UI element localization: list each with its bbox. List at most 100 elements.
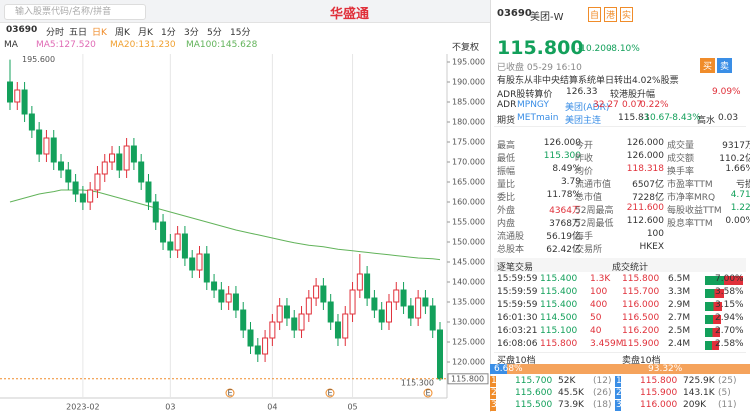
- stat-label: 委比: [497, 193, 516, 203]
- quote-status: 已收盘 05-29 16:10: [497, 63, 582, 73]
- stock-code: 03690: [6, 25, 38, 35]
- stat-label: 振幅: [497, 167, 516, 177]
- candle-body: [276, 305, 283, 323]
- stat-pct: 2.94%: [715, 313, 744, 323]
- candle-body: [422, 297, 429, 307]
- trade-button[interactable]: 买: [700, 58, 716, 73]
- event-label: E: [227, 389, 232, 398]
- badge[interactable]: 港: [604, 7, 618, 22]
- candle-body: [254, 345, 261, 355]
- candle-body: [130, 145, 137, 163]
- event-marker: [325, 388, 335, 398]
- period-tab[interactable]: 15分: [230, 28, 251, 38]
- candle-body: [437, 329, 443, 380]
- stat-pct: 7.00%: [715, 274, 744, 284]
- candle-body: [87, 189, 94, 203]
- period-tab[interactable]: 周K: [115, 28, 130, 38]
- candle-body: [327, 301, 334, 323]
- candle-body: [407, 305, 414, 319]
- period-tab[interactable]: 3分: [184, 28, 199, 38]
- quote-name: 美团-W: [530, 12, 564, 23]
- candle-body: [247, 329, 254, 347]
- adr-field: 高水: [697, 116, 716, 126]
- trade-button[interactable]: 卖: [717, 58, 733, 73]
- candle-body: [378, 309, 385, 323]
- adr-field: -8.43%: [669, 113, 701, 123]
- order-price: 115.800: [640, 376, 678, 386]
- stat-price: 116.000: [622, 300, 660, 310]
- period-tab[interactable]: 月K: [138, 28, 153, 38]
- candle-body: [211, 281, 218, 291]
- notice: 有股东从非中央结算系统单日转出4.02%股票: [497, 76, 679, 86]
- level: 3: [491, 400, 497, 410]
- stat-label: 外盘: [497, 206, 516, 216]
- logo: 华盛通: [330, 7, 370, 22]
- order-price: 115.900: [640, 388, 678, 398]
- candle-body: [393, 289, 400, 303]
- trade-volume: 50: [590, 313, 602, 323]
- trade-volume: 400: [590, 300, 608, 310]
- stat-label: 总股本: [497, 245, 525, 255]
- stat-label: 每手: [575, 232, 594, 242]
- period-tab[interactable]: 分时: [46, 28, 65, 38]
- badge[interactable]: 自: [588, 7, 602, 22]
- level: 1: [616, 376, 622, 386]
- level-tag: [615, 376, 621, 387]
- level: 2: [491, 388, 497, 398]
- volume-bar: [705, 315, 721, 324]
- candle-body: [160, 221, 167, 243]
- candle-body: [232, 293, 239, 311]
- stat-price: 115.700: [622, 287, 660, 297]
- candle-body: [313, 285, 320, 299]
- candle-body: [79, 193, 86, 203]
- adr-field: 美团(ADR): [565, 103, 610, 113]
- y-tick-label: 190.000: [452, 78, 485, 87]
- period-tab[interactable]: 1分: [161, 28, 176, 38]
- candle-body: [21, 89, 28, 115]
- candle-body: [203, 253, 210, 283]
- stat-label: 52周最高: [575, 206, 614, 216]
- sell-ratio-bar: [507, 364, 750, 374]
- candle-body: [429, 305, 436, 331]
- adr-field: 0.22%: [640, 100, 669, 110]
- order-price: 116.000: [640, 400, 678, 410]
- y-tick-label: 170.000: [452, 158, 485, 167]
- panel-tab[interactable]: 成交统计: [612, 263, 649, 273]
- event-label: E: [327, 389, 332, 398]
- volume-bar: [705, 341, 719, 350]
- y-tick-label: 180.000: [452, 118, 485, 127]
- stat-volume: 2.7M: [668, 313, 691, 323]
- side-panel: [490, 0, 750, 412]
- adr-field: 美团主连: [565, 116, 602, 126]
- candle-body: [218, 289, 225, 303]
- period-tab[interactable]: 5分: [207, 28, 222, 38]
- candle-body: [94, 173, 101, 191]
- quote-change: -10.200: [577, 44, 612, 54]
- candle-body: [167, 241, 174, 251]
- candle-body: [262, 337, 269, 355]
- stat-label: 最高: [497, 141, 516, 151]
- period-tab[interactable]: 五日: [69, 28, 88, 38]
- tab-bar: [494, 258, 746, 272]
- candle-body: [385, 301, 392, 323]
- candle-body: [65, 169, 72, 183]
- panel-tab[interactable]: 逐笔交易: [497, 263, 534, 273]
- search-box[interactable]: 输入股票代码/名称/拼音: [4, 4, 146, 20]
- order-volume: 209K: [683, 400, 707, 410]
- candle-body: [269, 321, 276, 339]
- candle-body: [240, 309, 247, 331]
- adr-field: 32.27: [593, 100, 619, 110]
- stat-pct: 3.15%: [715, 300, 744, 310]
- badge[interactable]: 实: [620, 7, 634, 22]
- candle-body: [415, 297, 422, 319]
- y-tick-label: 125.000: [452, 338, 485, 347]
- candle-body: [7, 81, 13, 103]
- adr-field: ADR: [497, 100, 517, 110]
- candle-body: [116, 153, 123, 171]
- trade-price: 115.400: [540, 287, 578, 297]
- stat-label: 市净率MRQ: [667, 193, 716, 203]
- adjust-select[interactable]: 不复权: [452, 43, 480, 53]
- candle-body: [283, 305, 290, 319]
- period-tab[interactable]: 日K: [92, 28, 107, 38]
